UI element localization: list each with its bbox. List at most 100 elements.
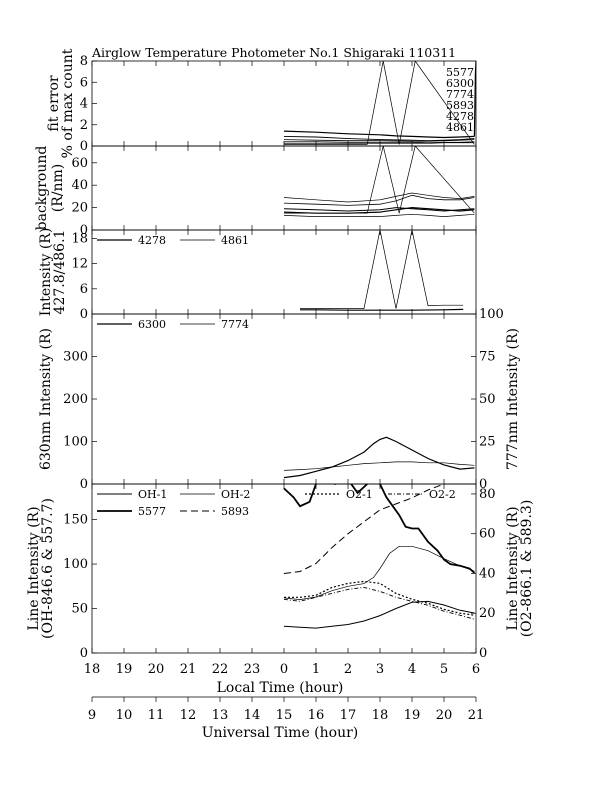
y-tick-label: 40 (71, 178, 88, 193)
panel-frame (91, 145, 477, 231)
panel-background: 0 20 40 60 background (R/nm) (34, 145, 477, 238)
end-label: 5893 (446, 99, 474, 112)
y-axis-label: fit error (46, 75, 62, 132)
series-line-7774 (283, 139, 475, 142)
legend-label: OH-1 (138, 488, 167, 501)
local-time-tick-label: 23 (244, 662, 261, 677)
series-line-unnamed (283, 192, 475, 203)
series-line-5893 (284, 141, 475, 144)
legend-label: OH-2 (221, 488, 250, 501)
y2-tick-label: 80 (479, 487, 496, 502)
local-time-axis-label: Local Time (hour) (217, 680, 344, 696)
local-time-tick-label: 2 (344, 662, 352, 677)
y-tick-label: 0 (80, 307, 88, 322)
series-line-6300 (283, 436, 475, 479)
y-tick-label: 150 (63, 513, 88, 528)
local-time-tick-label: 18 (84, 662, 101, 677)
universal-time-axis: 9 10 11 12 13 14 15 16 17 18 19 20 21 (88, 696, 485, 723)
series-line-OH-1 (283, 600, 475, 629)
y-tick-label: 0 (80, 139, 88, 154)
y-tick-label: 50 (71, 602, 88, 617)
y2-tick-label: 40 (479, 566, 496, 581)
series-line-4278 (300, 308, 464, 311)
series-line-spike (473, 61, 476, 137)
series-line-4861 (300, 230, 464, 309)
y-axis-label: Line Intensity (R) (26, 506, 42, 630)
panel-frame (91, 313, 477, 485)
y-tick-label: 6 (80, 282, 88, 297)
y2-tick-label: 100 (479, 307, 504, 322)
series-line-unnamed (284, 146, 475, 214)
local-time-tick-label: 19 (116, 662, 133, 677)
y-tick-label: 4 (80, 97, 88, 112)
end-label: 5577 (446, 66, 474, 79)
legend-label: O2-2 (429, 488, 456, 501)
y-axis-label: background (34, 146, 50, 231)
series-group (283, 436, 475, 479)
series-line-4278 (284, 61, 475, 145)
series-line-O2-1 (284, 580, 475, 616)
series-line-4861 (284, 142, 475, 144)
series-group (300, 230, 464, 311)
figure-title: Airglow Temperature Photometer No.1 Shig… (91, 45, 456, 60)
legend-label: 6300 (138, 318, 166, 331)
y-tick-label: 0 (80, 646, 88, 661)
y-axis-label: (R/nm) (50, 164, 66, 212)
panel-fit_error: 0 2 4 6 8 fit error% of max count 557763007774… (46, 48, 477, 158)
y-tick-label: 60 (71, 156, 88, 171)
end-label: 6300 (446, 77, 474, 90)
y-axis-label: Intensity (R) (38, 228, 54, 317)
legend-label: O2-1 (346, 488, 373, 501)
legend-label: 7774 (221, 318, 249, 331)
local-time-tick-label: 6 (472, 662, 480, 677)
y-tick-label: 100 (63, 557, 88, 572)
universal-time-tick-label: 13 (212, 708, 229, 723)
end-label: 4278 (446, 110, 474, 123)
universal-time-tick-label: 9 (88, 708, 96, 723)
universal-time-tick-label: 14 (244, 708, 261, 723)
universal-time-tick-label: 10 (116, 708, 133, 723)
universal-time-tick-label: 21 (468, 708, 485, 723)
local-time-tick-label: 1 (312, 662, 320, 677)
universal-time-tick-label: 11 (148, 708, 165, 723)
y-tick-label: 0 (80, 477, 88, 492)
y2-axis-label: (O2-866.1 & 589.3) (519, 500, 535, 638)
end-label: 7774 (446, 88, 474, 101)
local-time-tick-label: 0 (280, 662, 288, 677)
y2-tick-label: 60 (479, 527, 496, 542)
series-line-unnamed (283, 213, 475, 217)
y-tick-label: 20 (71, 201, 88, 216)
local-time-axis: 18 19 20 21 22 23 0 1 2 3 4 5 6 (84, 662, 480, 677)
universal-time-axis-label: Universal Time (hour) (202, 725, 359, 741)
end-label: 4861 (446, 121, 474, 134)
series-group (283, 484, 476, 629)
series-group (283, 146, 475, 217)
universal-time-tick-label: 17 (340, 708, 357, 723)
series-line-5577 (283, 130, 475, 139)
y2-tick-label: 50 (479, 392, 496, 407)
universal-time-tick-label: 18 (372, 708, 389, 723)
y2-axis-label: Line Intensity (R) (505, 506, 521, 630)
series-line-5577 (283, 484, 476, 574)
y2-axis-label: 777nm Intensity (R) (505, 328, 521, 470)
universal-time-tick-label: 20 (436, 708, 453, 723)
y2-tick-label: 75 (479, 350, 496, 365)
y-tick-label: 200 (63, 392, 88, 407)
universal-time-tick-label: 12 (180, 708, 197, 723)
universal-time-tick-label: 16 (308, 708, 325, 723)
y2-tick-label: 20 (479, 606, 496, 621)
series-line-OH-2 (283, 545, 475, 600)
local-time-tick-label: 20 (148, 662, 165, 677)
y-tick-label: 6 (80, 75, 88, 90)
panel-oi_lines: 0 100 200 300 0 25 50 75 100 630nm Intensity (R) 7… (38, 307, 521, 492)
legend-label: 4861 (221, 234, 249, 247)
series-line-6300 (283, 135, 475, 142)
series-line-7774 (283, 461, 475, 471)
y-tick-label: 18 (71, 231, 88, 246)
local-time-tick-label: 21 (180, 662, 197, 677)
series-line-5893 (283, 484, 475, 574)
y2-tick-label: 0 (479, 477, 487, 492)
y-tick-label: 300 (63, 350, 88, 365)
